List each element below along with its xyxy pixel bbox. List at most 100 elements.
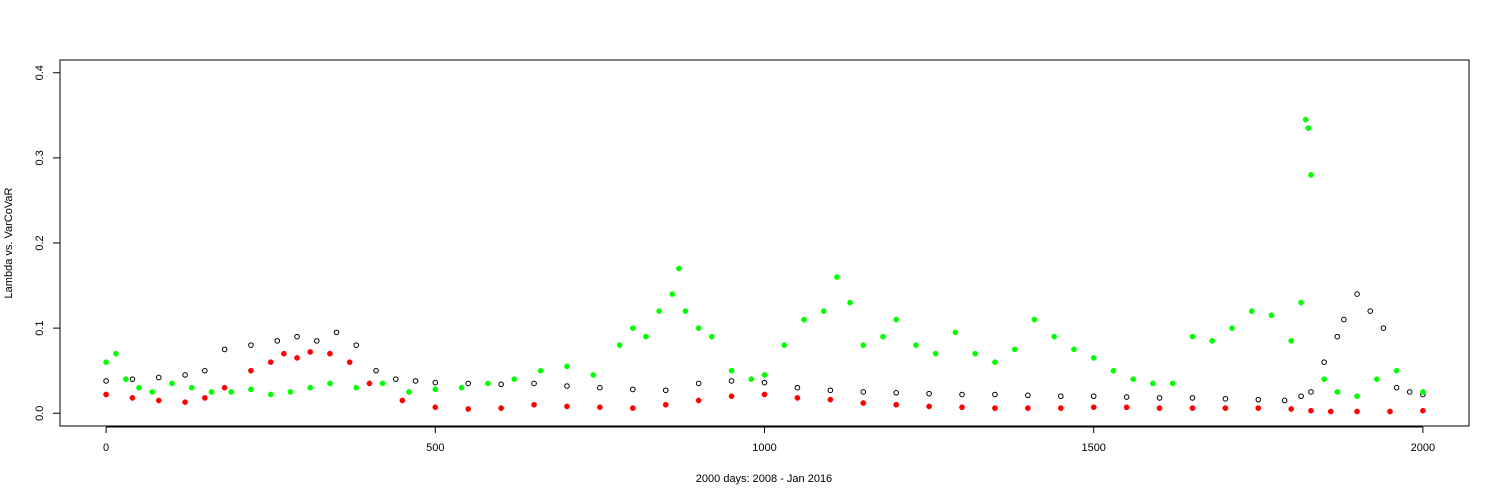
data-point	[1025, 392, 1031, 399]
data-point	[458, 384, 465, 391]
data-point	[248, 386, 254, 393]
data-point	[952, 329, 959, 336]
x-tick-label: 500	[426, 442, 444, 454]
data-point	[1031, 316, 1038, 323]
y-axis: 0.0 0.1 0.2 0.3 0.4	[34, 65, 61, 421]
data-point	[366, 380, 373, 387]
data-point	[662, 387, 669, 394]
data-point	[1420, 389, 1426, 395]
data-point	[313, 338, 320, 344]
y-tick-label: 0.1	[34, 320, 46, 335]
x-tick-label: 1500	[1081, 442, 1105, 454]
data-point	[103, 391, 109, 398]
data-point	[1071, 346, 1077, 353]
data-point	[327, 380, 333, 387]
data-point	[860, 342, 867, 348]
data-point	[794, 395, 801, 401]
data-point	[1255, 396, 1262, 403]
x-tick-label: 0	[103, 442, 109, 454]
data-point	[932, 350, 939, 357]
y-tick-label: 0.0	[34, 406, 46, 421]
data-point	[1123, 404, 1130, 411]
data-point	[708, 333, 715, 340]
data-point	[590, 372, 597, 378]
data-point	[860, 400, 867, 406]
data-point	[103, 359, 109, 366]
data-point	[992, 405, 998, 411]
data-point	[406, 389, 412, 395]
data-point	[761, 379, 768, 386]
data-point	[287, 389, 294, 395]
data-point	[281, 350, 287, 357]
y-tick-label: 0.2	[34, 235, 46, 250]
y-tick-label: 0.4	[34, 65, 46, 80]
data-point	[1189, 333, 1196, 340]
data-point	[1090, 393, 1097, 400]
data-point	[992, 359, 998, 366]
data-point	[267, 359, 274, 366]
data-point	[728, 393, 735, 400]
data-point	[294, 333, 300, 340]
data-point	[893, 316, 900, 323]
data-point	[1255, 405, 1262, 411]
data-point	[860, 389, 867, 395]
data-point	[1308, 407, 1314, 414]
data-point	[1373, 376, 1380, 383]
data-point	[392, 376, 399, 382]
data-point	[169, 380, 175, 387]
data-point	[1327, 408, 1334, 415]
data-point	[465, 380, 472, 387]
data-point	[1354, 393, 1360, 400]
data-point	[188, 384, 195, 391]
data-point	[761, 391, 768, 398]
data-point	[1229, 325, 1235, 331]
data-point	[1222, 395, 1229, 402]
data-point	[794, 384, 801, 391]
data-point	[728, 367, 735, 374]
series-0	[103, 291, 1426, 404]
data-point	[1341, 316, 1347, 323]
data-point	[1420, 407, 1426, 414]
data-point	[564, 403, 570, 410]
data-point	[202, 367, 208, 374]
data-point	[1248, 308, 1255, 314]
data-point	[959, 404, 965, 411]
data-point	[629, 325, 636, 331]
data-point	[353, 342, 360, 348]
data-point	[1321, 376, 1327, 383]
data-point	[202, 395, 208, 401]
data-point	[1090, 355, 1097, 361]
data-point	[248, 367, 254, 374]
data-point	[669, 291, 676, 297]
data-point	[129, 376, 136, 382]
data-point	[695, 397, 702, 404]
data-point	[307, 349, 314, 355]
data-point	[1130, 376, 1137, 383]
data-point	[1281, 397, 1288, 404]
data-point	[682, 308, 689, 314]
data-point	[1123, 394, 1130, 400]
data-point	[1298, 299, 1304, 306]
data-point	[537, 367, 544, 374]
data-point	[1189, 395, 1196, 401]
y-tick-label: 0.3	[34, 150, 46, 165]
data-point	[1321, 359, 1327, 365]
data-point	[155, 397, 162, 404]
data-point	[1156, 395, 1163, 401]
data-point	[1393, 384, 1400, 391]
data-point	[1222, 405, 1229, 411]
data-point	[221, 384, 228, 391]
data-point	[1367, 308, 1374, 314]
x-tick-label: 1000	[752, 442, 776, 454]
data-point	[992, 391, 998, 398]
data-point	[1051, 333, 1058, 340]
data-point	[228, 389, 235, 395]
data-point	[1090, 404, 1097, 411]
data-point	[926, 403, 932, 410]
data-point	[880, 333, 886, 340]
data-point	[972, 350, 979, 357]
data-point	[564, 383, 570, 389]
data-point	[498, 405, 504, 411]
data-point	[656, 308, 663, 314]
